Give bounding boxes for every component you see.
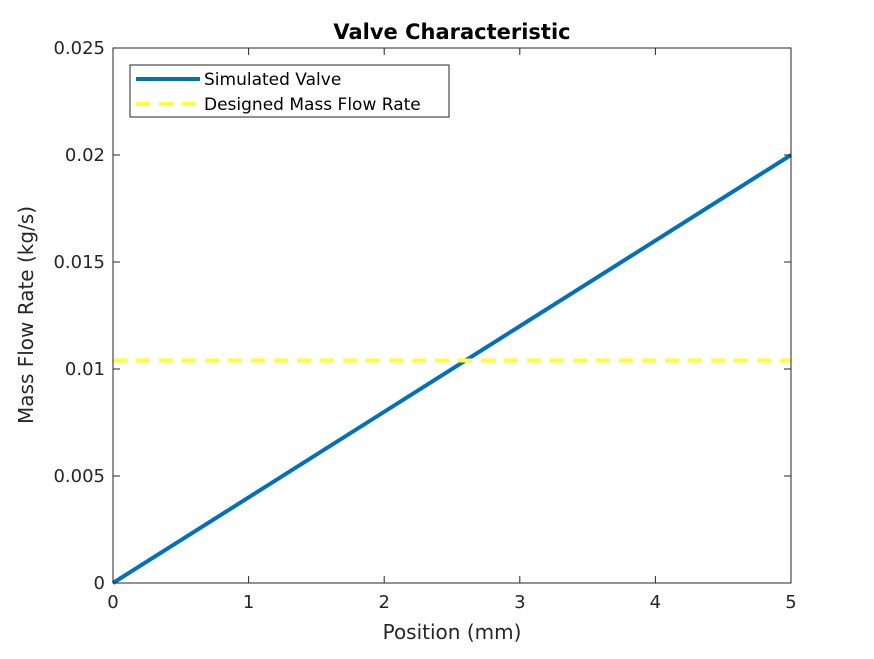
y-tick-label: 0.025: [53, 38, 105, 59]
legend-label-designed-mass-flow-rate: Designed Mass Flow Rate: [204, 95, 421, 115]
x-tick-label: 2: [378, 592, 389, 613]
legend-label-simulated-valve: Simulated Valve: [204, 70, 341, 90]
y-tick-label: 0: [94, 573, 105, 594]
axes-box: [112, 47, 792, 584]
chart-title: Valve Characteristic: [333, 20, 570, 44]
x-tick-label: 1: [243, 592, 254, 613]
series-line-simulated-valve: [111, 153, 793, 585]
x-tick-label: 3: [514, 592, 525, 613]
y-tick-label: 0.02: [65, 145, 105, 166]
series-layer: [111, 153, 793, 585]
plot-background: [113, 48, 791, 583]
y-tick-label: 0.01: [65, 359, 105, 380]
x-tick-label: 4: [650, 592, 661, 613]
legend: Simulated Valve Designed Mass Flow Rate: [129, 64, 450, 118]
y-tick-label: 0.005: [53, 466, 105, 487]
y-ticks: 0 0.005 0.01 0.015 0.02 0.025: [53, 38, 791, 594]
x-tick-label: 5: [785, 592, 796, 613]
x-ticks: 0 1 2 3 4 5: [107, 48, 797, 613]
y-tick-label: 0.015: [53, 252, 105, 273]
legend-box: [129, 64, 450, 118]
x-tick-label: 0: [107, 592, 118, 613]
y-axis-label: Mass Flow Rate (kg/s): [14, 206, 38, 424]
x-axis-label: Position (mm): [383, 620, 522, 644]
